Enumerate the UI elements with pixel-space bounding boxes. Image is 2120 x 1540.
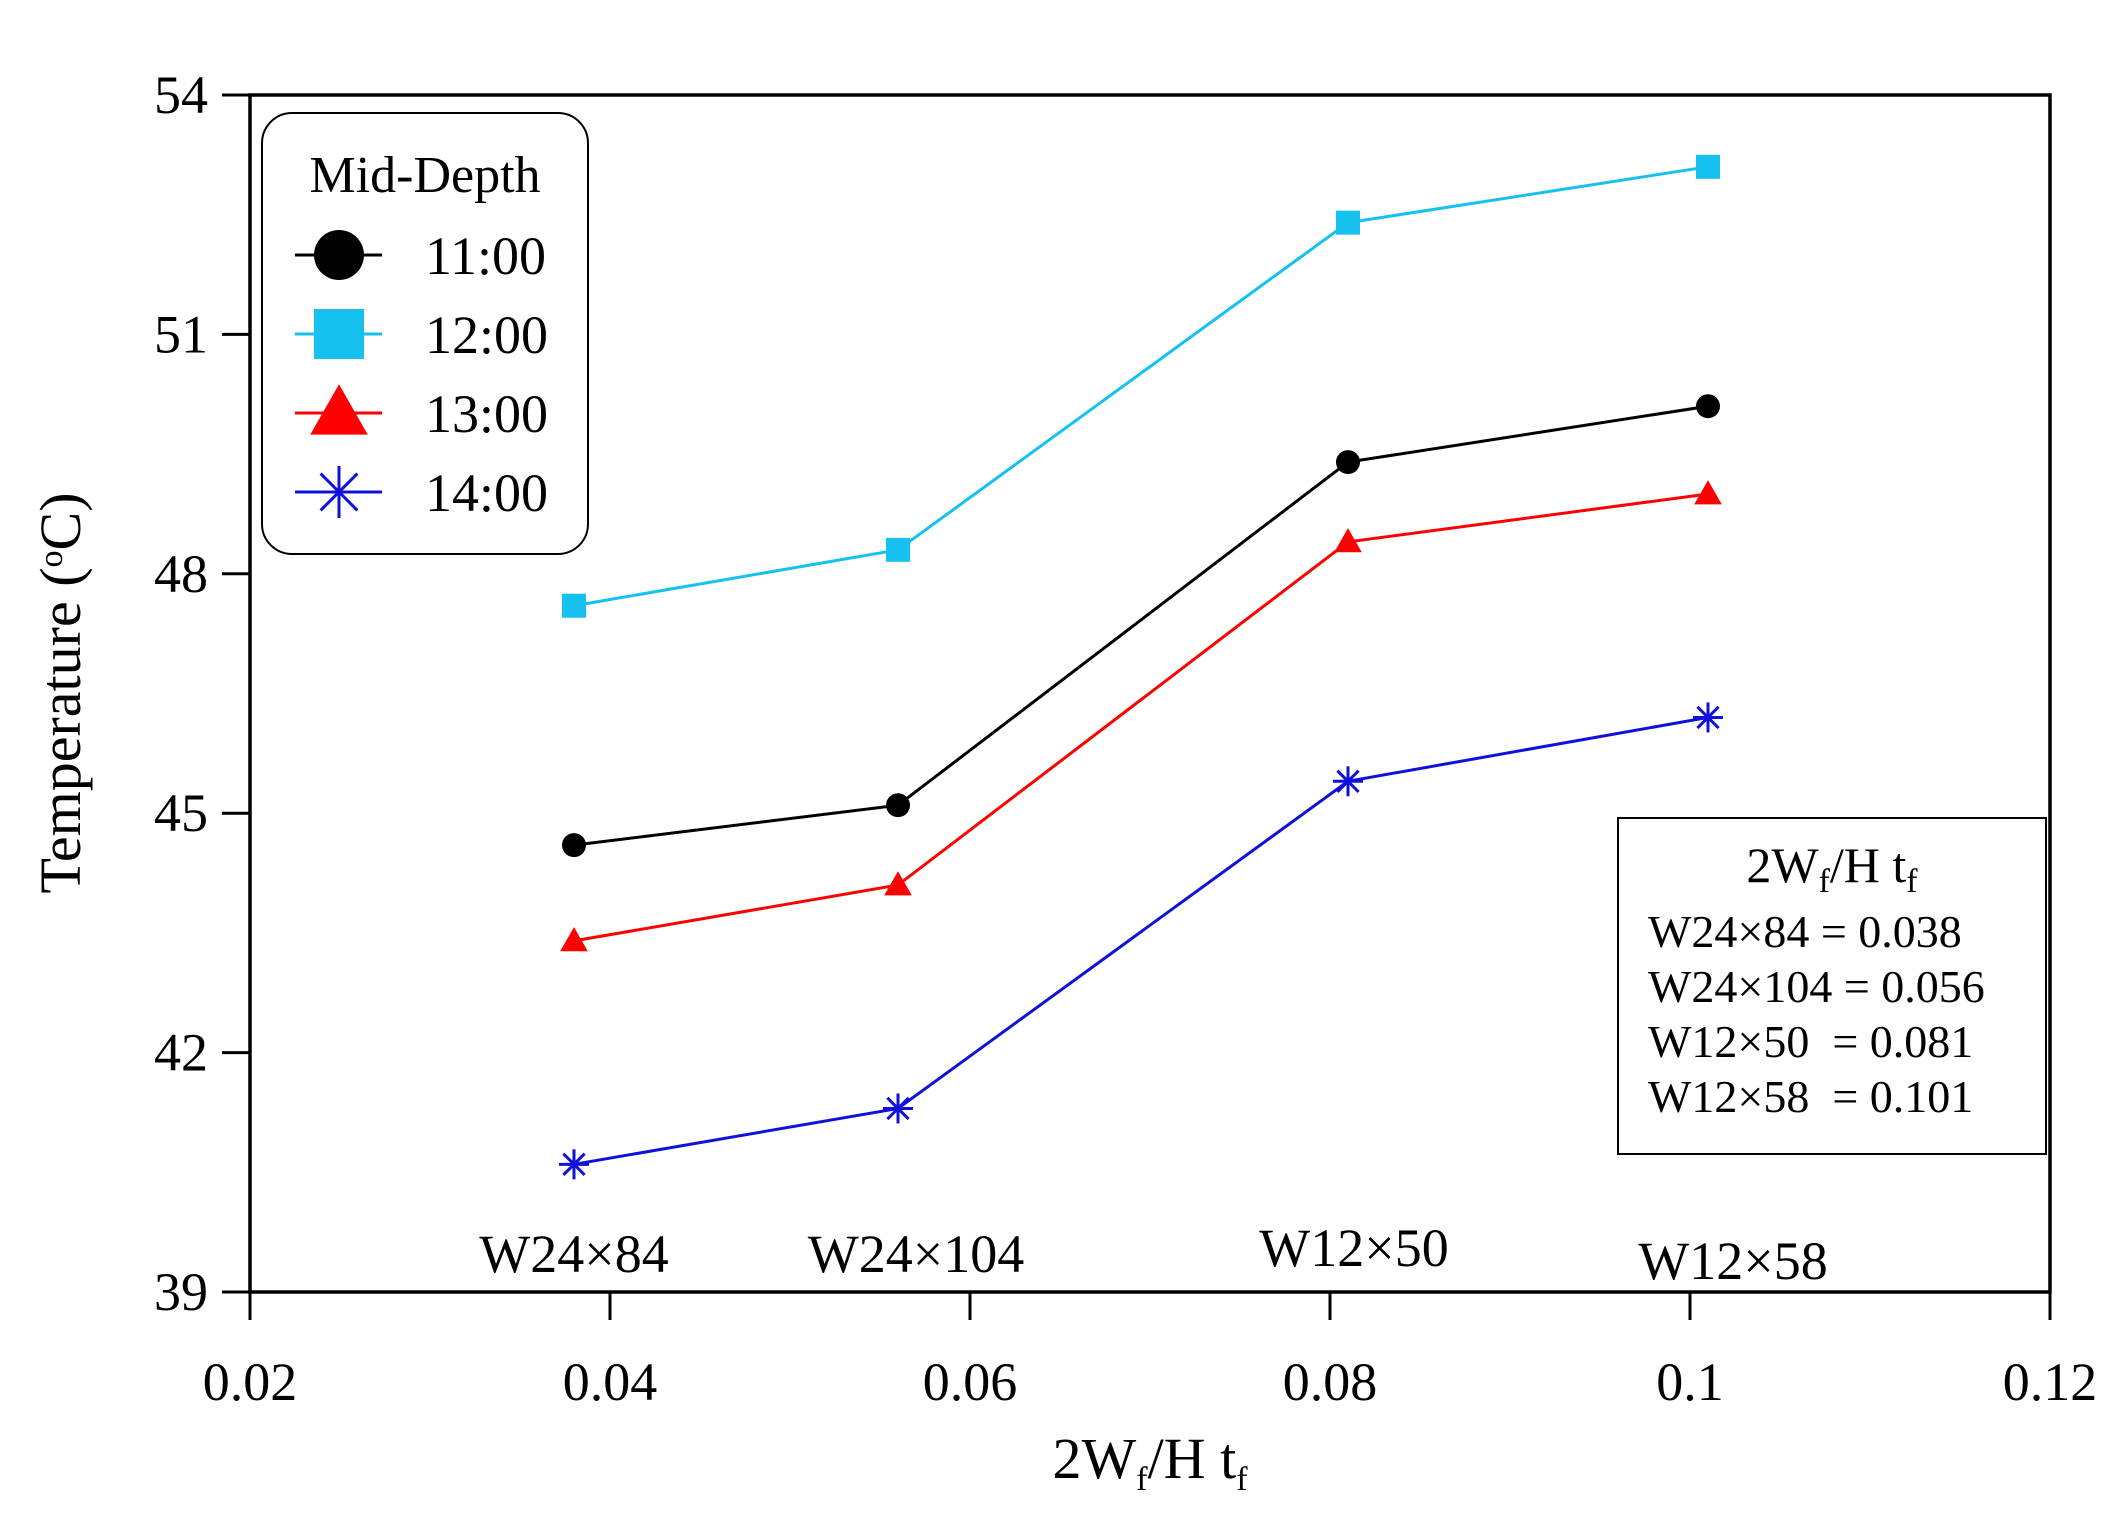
series-line [573, 492, 1709, 943]
data-point [883, 1093, 913, 1124]
series-1300 [560, 480, 1722, 952]
y-tick-label: 42 [154, 1023, 208, 1083]
series-line [573, 715, 1709, 1166]
data-point [886, 537, 910, 562]
data-point [1694, 480, 1722, 505]
legend-label: 12:00 [425, 305, 548, 365]
data-point [1336, 210, 1360, 235]
legend-entry: 14:00 [295, 463, 548, 523]
info-box: 2Wf/H tf W24×84 = 0.038 W24×104 = 0.056 … [1617, 817, 2047, 1155]
x-tick-label: 0.1 [1656, 1352, 1724, 1412]
y-axis-title-pre: Temperature ( [28, 567, 93, 893]
x-tick-label: 0.08 [1283, 1352, 1378, 1412]
data-point [560, 927, 588, 952]
x-tick-label: 0.02 [203, 1352, 298, 1412]
data-point [1696, 154, 1720, 179]
y-tick-label: 54 [154, 65, 208, 125]
legend-entry: 13:00 [295, 384, 548, 444]
data-point [1696, 394, 1720, 419]
y-axis-title: Temperature (oC) [28, 492, 93, 893]
series-line [573, 165, 1709, 608]
legend-marker [310, 384, 368, 435]
data-point [559, 1149, 589, 1180]
info-line: W12×50 = 0.081 [1648, 1016, 1973, 1067]
data-point [562, 593, 586, 618]
series-layer [559, 154, 1723, 1180]
plot-frame [248, 93, 2052, 1294]
data-point [1334, 528, 1362, 553]
data-point [1333, 766, 1363, 797]
axis-ticks: 0.02 0.04 0.06 0.08 0.1 0.12 39 42 45 48 51 54 [154, 65, 2097, 1412]
y-axis-title-degree: o [33, 550, 70, 567]
y-tick-label: 39 [154, 1262, 208, 1322]
x-axis-title: 2Wf/H tf [1052, 1426, 1248, 1498]
y-tick-label: 51 [154, 304, 208, 364]
y-tick-label: 45 [154, 783, 208, 843]
y-tick-label: 48 [154, 544, 208, 604]
section-label: W24×104 [808, 1224, 1024, 1284]
series-1100 [562, 394, 1720, 858]
data-point [884, 871, 912, 896]
info-line: W12×58 = 0.101 [1648, 1071, 1973, 1122]
x-tick-label: 0.12 [2003, 1352, 2098, 1412]
legend-label: 13:00 [425, 384, 548, 444]
data-point [562, 833, 586, 858]
info-box-frame [1617, 817, 2047, 1155]
legend-entry: 11:00 [295, 226, 546, 286]
section-label: W12×58 [1638, 1231, 1827, 1291]
data-point [886, 793, 910, 818]
data-point [1693, 702, 1723, 733]
legend-label: 11:00 [425, 226, 546, 286]
info-box-title: 2Wf/H tf [1746, 837, 1918, 900]
legend-marker [314, 309, 364, 359]
info-line: W24×104 = 0.056 [1648, 961, 1985, 1012]
x-tick-label: 0.04 [563, 1352, 658, 1412]
data-point [1336, 450, 1360, 475]
legend-marker [313, 466, 365, 518]
legend-box [261, 112, 589, 555]
y-axis-title-post: C) [28, 492, 93, 550]
section-labels: W24×84 W24×104 W12×50 W12×58 [479, 1218, 1827, 1291]
series-1200 [562, 154, 1720, 618]
info-line: W24×84 = 0.038 [1648, 906, 1962, 957]
legend-title: Mid-Depth [309, 147, 540, 204]
series-line [573, 404, 1709, 847]
section-label: W12×50 [1259, 1218, 1448, 1278]
series-1400 [559, 702, 1723, 1180]
legend-entry: 12:00 [295, 305, 548, 365]
legend-marker [314, 230, 364, 280]
legend: Mid-Depth 11:00 12:00 13:00 14:00 [261, 112, 589, 555]
legend-label: 14:00 [425, 463, 548, 523]
x-tick-label: 0.06 [923, 1352, 1018, 1412]
legend-entries: 11:00 12:00 13:00 14:00 [295, 226, 548, 523]
section-label: W24×84 [479, 1224, 668, 1284]
